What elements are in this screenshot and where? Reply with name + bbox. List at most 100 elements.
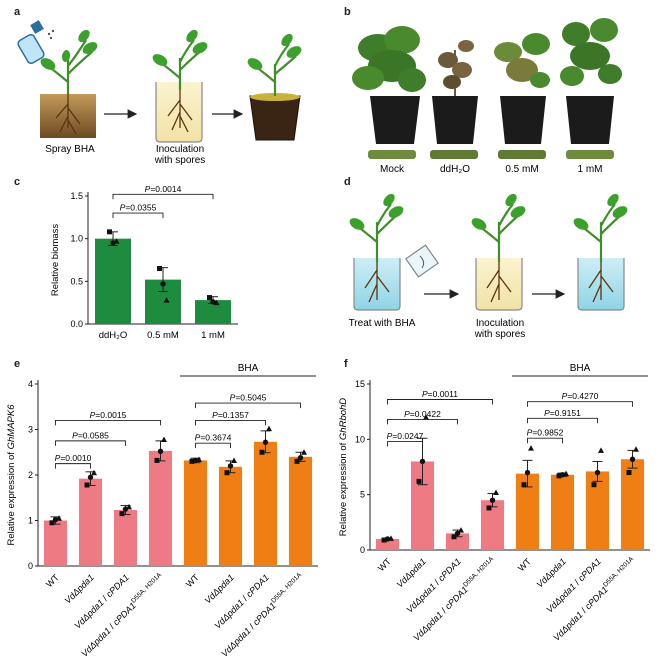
data-point xyxy=(493,489,499,495)
significance-bracket xyxy=(55,463,91,469)
bha-group-label: BHA xyxy=(238,363,259,374)
data-point xyxy=(49,520,55,526)
bar xyxy=(550,474,575,550)
y-tick-label: 5 xyxy=(360,490,365,500)
plant-in-soil-icon xyxy=(40,29,98,138)
data-point xyxy=(266,425,272,432)
bha-beaker-with-plant-icon xyxy=(349,193,404,311)
bar xyxy=(95,238,131,324)
inoculation-beaker-icon xyxy=(471,193,526,311)
significance-bracket xyxy=(527,417,598,424)
data-point xyxy=(160,281,166,287)
data-point xyxy=(524,469,531,476)
data-point xyxy=(126,503,132,510)
significance-bracket xyxy=(195,419,266,426)
data-point xyxy=(122,506,129,512)
spray-bottle-icon xyxy=(17,20,55,65)
data-point xyxy=(161,436,167,443)
data-point xyxy=(563,470,569,477)
p-value-label: P=0.0015 xyxy=(90,410,127,420)
data-point xyxy=(91,469,97,476)
bar xyxy=(218,466,243,566)
treat-with-bha-label: Treat with BHA xyxy=(349,318,416,329)
x-tick-label: WT xyxy=(516,556,533,573)
data-point xyxy=(419,458,426,465)
panel-letter-e: e xyxy=(14,358,21,370)
plant-photo-mock xyxy=(352,26,426,159)
panel-a-schematic: Spray BHA Inoculation with spores xyxy=(17,20,302,166)
bar xyxy=(113,510,138,566)
p-value-label: P=0.0585 xyxy=(72,430,109,440)
x-tick-label: VdΔpda1 xyxy=(63,572,96,605)
y-tick-label: 2 xyxy=(28,470,33,480)
x-tick-label: VdΔpda1 xyxy=(535,556,568,589)
x-tick-label: 1 mM xyxy=(201,330,225,341)
y-tick-label: 0.5 xyxy=(70,276,83,286)
y-tick-label: 1.5 xyxy=(70,191,83,201)
data-point xyxy=(87,474,94,480)
y-tick-label: 1 xyxy=(28,516,33,526)
p-value-label: P=0.0011 xyxy=(422,389,458,399)
treatment-label-ddh2o: ddH₂O xyxy=(440,164,470,175)
inoculation-label-a-line2: with spores xyxy=(154,155,206,166)
data-point xyxy=(297,455,304,461)
pouring-beaker-icon xyxy=(405,244,439,278)
bha-group-label: BHA xyxy=(570,363,591,374)
panel-letter-f: f xyxy=(344,358,348,370)
data-point xyxy=(231,457,237,463)
data-point xyxy=(556,473,562,479)
y-tick-label: 0 xyxy=(360,545,365,555)
y-axis-label: Relative biomass xyxy=(50,224,61,297)
data-point xyxy=(207,295,212,301)
data-point xyxy=(262,439,269,445)
y-tick-label: 4 xyxy=(28,379,33,389)
data-point xyxy=(213,299,220,306)
inoculation-label-a-line1: Inoculation xyxy=(156,144,204,155)
p-value-label: P=0.1357 xyxy=(212,410,249,420)
significance-bracket xyxy=(387,399,493,405)
data-point xyxy=(157,448,164,455)
p-value-label: P=0.0355 xyxy=(120,203,157,213)
data-point xyxy=(163,297,170,303)
panel-letter-b: b xyxy=(344,6,351,18)
bar xyxy=(195,300,231,324)
panel-b-photo: Mock ddH₂O 0.5 mM 1 mM xyxy=(352,18,622,175)
plant-photo-ddh2o xyxy=(430,40,478,159)
bar xyxy=(43,520,68,566)
beaker-with-plant-icon xyxy=(152,29,208,143)
panel-letter-a: a xyxy=(14,6,21,18)
x-tick-label: WT xyxy=(184,572,201,589)
significance-bracket xyxy=(55,419,161,426)
significance-bracket xyxy=(387,441,423,447)
plant-photo-0-5mm xyxy=(494,33,550,159)
x-tick-label: VdΔpda1 xyxy=(395,556,428,589)
x-tick-label: VdΔpda1 xyxy=(203,572,236,605)
inoculation-label-d-line1: Inoculation xyxy=(476,318,524,329)
significance-bracket xyxy=(195,442,231,449)
data-point xyxy=(110,240,116,246)
bar xyxy=(480,500,505,550)
data-point xyxy=(52,516,59,523)
data-point xyxy=(119,511,125,517)
p-value-label: P=0.0014 xyxy=(145,184,182,194)
panel-letter-d: d xyxy=(344,176,351,188)
potted-plant-icon xyxy=(247,33,302,141)
bar xyxy=(515,473,540,550)
inoculation-label-d-line2: with spores xyxy=(474,329,526,340)
treatment-label-0-5mm: 0.5 mM xyxy=(505,164,538,175)
data-point xyxy=(486,505,492,511)
data-point xyxy=(381,537,387,543)
significance-bracket xyxy=(55,440,126,446)
significance-bracket xyxy=(112,193,214,200)
data-point xyxy=(224,470,230,476)
panel-letter-c: c xyxy=(14,176,21,188)
data-point xyxy=(416,478,422,484)
p-value-label: P=0.5045 xyxy=(230,393,267,403)
bar xyxy=(183,460,208,566)
data-point xyxy=(107,229,112,235)
data-point xyxy=(154,457,160,463)
significance-bracket xyxy=(195,402,301,409)
plant-photo-1mm xyxy=(560,18,622,159)
